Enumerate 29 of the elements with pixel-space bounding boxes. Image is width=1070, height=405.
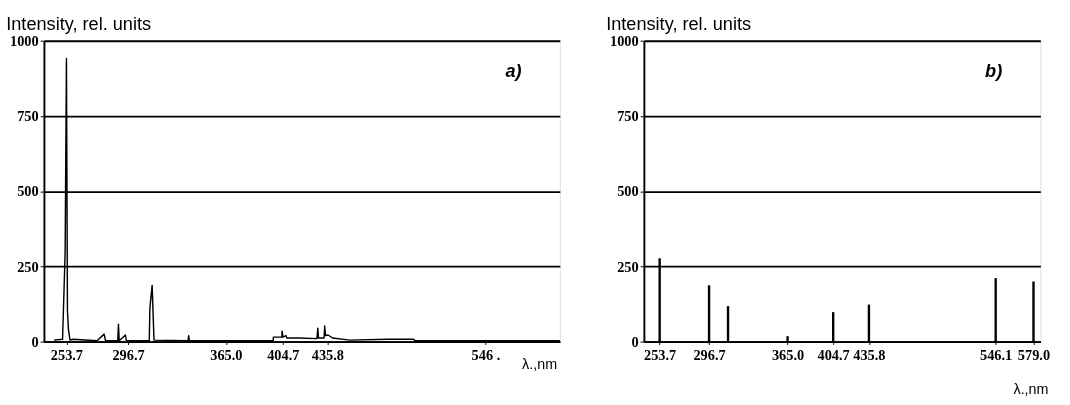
x-tick-label: 404.7 [817,347,850,364]
x-tick-label: 435.8 [311,347,344,364]
y-axis-title: Intensity, rel. units [6,13,152,34]
y-tick-label: 750 [617,108,639,125]
x-tick-label: 296.7 [693,347,726,364]
y-tick-label: 250 [617,258,639,275]
x-tick-label: 435.8 [853,347,886,364]
x-tick-label: 404.7 [267,347,300,364]
x-axis-title: λ.,nm [1013,380,1049,397]
x-tick-label: 546 . [471,347,501,364]
x-tick-label: 365.0 [771,347,805,364]
y-tick-label: 1000 [610,32,639,49]
x-tick-label: 253.7 [644,347,677,364]
y-tick-label: 0 [631,333,639,350]
y-tick-label: 500 [17,183,39,200]
y-tick-label: 250 [17,258,39,275]
x-tick-label: 546.1 [980,347,1013,364]
y-axis-title: Intensity, rel. units [606,13,752,34]
y-tick-label: 750 [17,108,39,125]
y-tick-label: 0 [31,333,39,350]
x-tick-label: 365.0 [210,347,243,364]
x-tick-label: 579.0 [1017,347,1051,364]
annotation: a) [505,61,522,81]
annotation: b) [985,61,1003,81]
x-tick-label: 253.7 [50,347,84,364]
x-axis-title: λ.,nm [522,355,558,372]
y-tick-label: 500 [617,183,639,200]
y-tick-label: 1000 [10,32,39,49]
x-tick-label: 296.7 [112,347,145,364]
